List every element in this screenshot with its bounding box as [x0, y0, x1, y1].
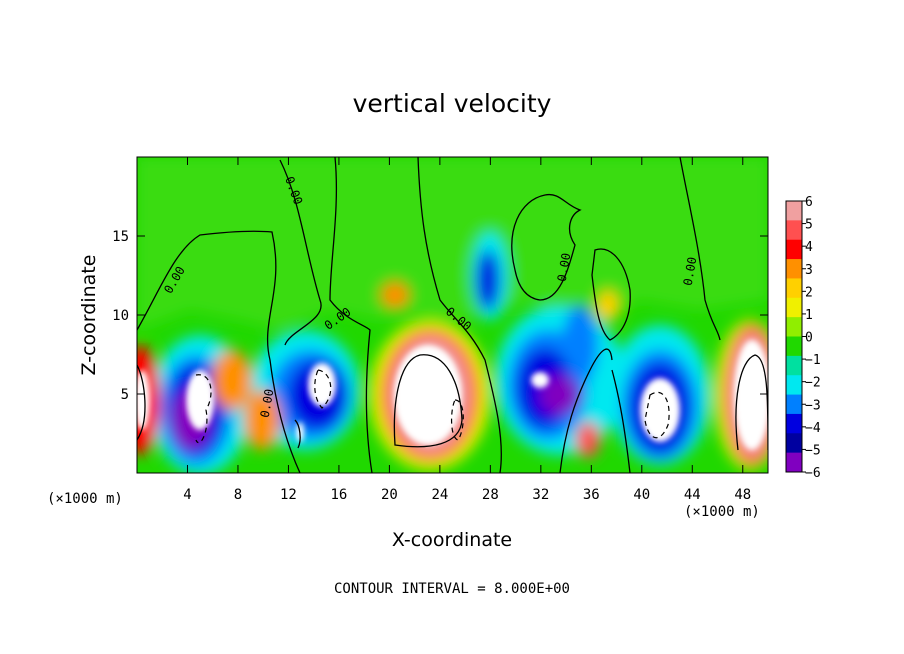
colorbar-label: 1: [805, 308, 813, 323]
x-tick-label: 16: [330, 487, 347, 503]
colorbar-swatch: [786, 433, 802, 454]
x-tick-label: 20: [381, 487, 398, 503]
colorbar-swatch: [786, 239, 802, 260]
colorbar-swatch: [786, 394, 802, 415]
x-tick-label: 44: [684, 487, 701, 503]
colorbar-swatch: [786, 336, 802, 357]
x-tick-label: 36: [583, 487, 600, 503]
colorbar-label: 2: [805, 285, 813, 300]
x-tick-label: 4: [183, 487, 191, 503]
colorbar-label: 0: [805, 331, 813, 346]
contour-interval-note: CONTOUR INTERVAL = 8.000E+00: [334, 581, 570, 597]
y-axis-label: Z-coordinate: [78, 255, 100, 376]
plot-area: 0.000.000.00 0.000.00 0.000.00: [137, 157, 768, 473]
colorbar-label: −3: [805, 398, 821, 413]
contours: [137, 157, 768, 473]
colorbar-swatch: [786, 297, 802, 318]
x-tick-label: 28: [482, 487, 499, 503]
chart-title: vertical velocity: [353, 89, 552, 118]
colorbar-label: 5: [805, 218, 813, 233]
colorbar-swatch: [786, 259, 802, 279]
colorbar-label: 3: [805, 263, 813, 278]
colorbar: 6 5 4 3 2 1 0 −1 −2 −3 −4 −5 −6: [785, 195, 821, 481]
colorbar-swatch: [786, 375, 802, 396]
colorbar-label: −6: [805, 466, 821, 481]
colorbar-swatch: [786, 220, 802, 241]
x-tick-label: 8: [234, 487, 242, 503]
contour-label: 0.00: [258, 388, 277, 419]
colorbar-swatch: [786, 452, 802, 473]
x-unit-left: (×1000 m): [47, 491, 123, 507]
colorbar-swatch: [786, 413, 802, 434]
x-tick-label: 48: [734, 487, 751, 503]
colorbar-label: −4: [805, 421, 821, 436]
colorbar-label: −2: [805, 376, 821, 391]
colorbar-swatch: [786, 317, 802, 337]
colorbar-label: −5: [805, 443, 821, 458]
contour-label: 0.00: [681, 256, 700, 287]
colorbar-label: 6: [805, 195, 813, 210]
colorbar-label: 4: [805, 240, 813, 255]
y-tick-label: 5: [121, 387, 129, 403]
x-unit-right: (×1000 m): [684, 504, 760, 520]
colorbar-swatch: [786, 355, 802, 376]
y-tick-label: 10: [112, 308, 129, 324]
x-tick-label: 24: [431, 487, 448, 503]
dashed-contours: [195, 369, 670, 444]
colorbar-swatch: [786, 201, 802, 221]
x-tick-label: 32: [532, 487, 549, 503]
colorbar-label: −1: [805, 353, 821, 368]
contour-label: 0.00: [555, 252, 574, 283]
x-tick-label: 40: [633, 487, 650, 503]
x-axis-label: X-coordinate: [392, 529, 512, 551]
colorbar-swatch: [786, 278, 802, 299]
x-tick-label: 12: [280, 487, 297, 503]
field-cores: [137, 340, 768, 450]
y-tick-label: 15: [112, 229, 129, 245]
